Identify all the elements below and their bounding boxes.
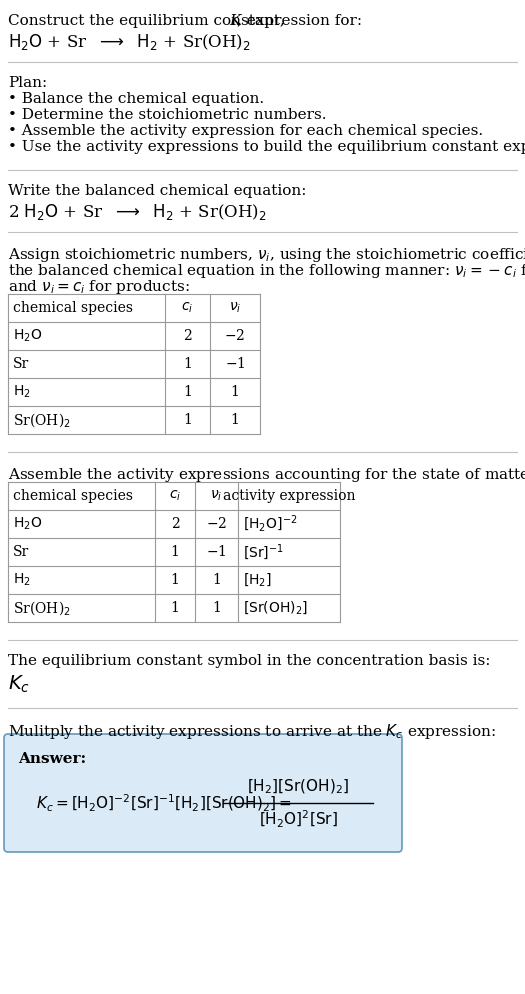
Text: 1: 1 [212,573,221,587]
Text: 1: 1 [171,601,180,615]
Text: $[\mathrm{Sr(OH)_2}]$: $[\mathrm{Sr(OH)_2}]$ [243,599,308,616]
Text: 1: 1 [183,357,192,371]
Text: 1: 1 [230,385,239,399]
Text: the balanced chemical equation in the following manner: $\nu_i = -c_i$ for react: the balanced chemical equation in the fo… [8,262,525,280]
Text: $\mathrm{H_2}$: $\mathrm{H_2}$ [13,384,31,401]
Text: activity expression: activity expression [223,489,355,503]
Text: chemical species: chemical species [13,489,133,503]
Text: K: K [229,14,240,28]
Text: and $\nu_i = c_i$ for products:: and $\nu_i = c_i$ for products: [8,278,190,296]
Text: $[\mathrm{H_2}][\mathrm{Sr(OH)_2}]$: $[\mathrm{H_2}][\mathrm{Sr(OH)_2}]$ [247,777,349,796]
Text: Sr(OH)$_2$: Sr(OH)$_2$ [13,412,71,428]
Text: $-$2: $-$2 [206,517,227,532]
Text: 1: 1 [230,413,239,427]
Text: $-$1: $-$1 [225,357,245,372]
Text: Construct the equilibrium constant,: Construct the equilibrium constant, [8,14,290,28]
Text: Plan:: Plan: [8,76,47,90]
Text: $\mathrm{H_2O}$ + Sr  $\longrightarrow$  $\mathrm{H_2}$ + Sr(OH)$_2$: $\mathrm{H_2O}$ + Sr $\longrightarrow$ $… [8,32,251,52]
Text: Assemble the activity expressions accounting for the state of matter and $\nu_i$: Assemble the activity expressions accoun… [8,466,525,484]
Text: $[\mathrm{H_2}]$: $[\mathrm{H_2}]$ [243,572,272,588]
Text: $-$2: $-$2 [225,328,246,344]
Text: Mulitply the activity expressions to arrive at the $K_c$ expression:: Mulitply the activity expressions to arr… [8,722,496,741]
Text: 2: 2 [183,329,192,343]
Text: • Use the activity expressions to build the equilibrium constant expression.: • Use the activity expressions to build … [8,140,525,154]
Text: Answer:: Answer: [18,752,86,766]
Text: 1: 1 [171,545,180,559]
Text: 1: 1 [171,573,180,587]
Text: $\mathrm{H_2O}$: $\mathrm{H_2O}$ [13,516,43,532]
Text: Sr: Sr [13,357,29,371]
Text: $c_i$: $c_i$ [181,301,194,315]
Text: • Balance the chemical equation.: • Balance the chemical equation. [8,92,264,106]
Text: 1: 1 [212,601,221,615]
Text: $\mathrm{H_2}$: $\mathrm{H_2}$ [13,572,31,588]
Text: $\mathrm{H_2O}$: $\mathrm{H_2O}$ [13,328,43,344]
Text: $K_c = [\mathrm{H_2O}]^{-2}[\mathrm{Sr}]^{-1}[\mathrm{H_2}][\mathrm{Sr(OH)_2}] =: $K_c = [\mathrm{H_2O}]^{-2}[\mathrm{Sr}]… [36,792,292,813]
Text: 2: 2 [171,517,180,531]
Text: Sr: Sr [13,545,29,559]
Text: • Determine the stoichiometric numbers.: • Determine the stoichiometric numbers. [8,108,327,122]
Text: $[\mathrm{Sr}]^{-1}$: $[\mathrm{Sr}]^{-1}$ [243,542,284,562]
Text: $\nu_i$: $\nu_i$ [211,489,223,503]
Text: • Assemble the activity expression for each chemical species.: • Assemble the activity expression for e… [8,124,483,138]
Text: $[\mathrm{H_2O}]^{-2}$: $[\mathrm{H_2O}]^{-2}$ [243,514,297,534]
Text: $-$1: $-$1 [206,545,227,560]
Text: 2 $\mathrm{H_2O}$ + Sr  $\longrightarrow$  $\mathrm{H_2}$ + Sr(OH)$_2$: 2 $\mathrm{H_2O}$ + Sr $\longrightarrow$… [8,202,267,222]
Text: Write the balanced chemical equation:: Write the balanced chemical equation: [8,184,307,198]
Text: $[\mathrm{H_2O}]^2[\mathrm{Sr}]$: $[\mathrm{H_2O}]^2[\mathrm{Sr}]$ [259,808,338,830]
Text: $\nu_i$: $\nu_i$ [229,301,241,315]
Text: The equilibrium constant symbol in the concentration basis is:: The equilibrium constant symbol in the c… [8,654,490,668]
Text: , expression for:: , expression for: [237,14,362,28]
Text: 1: 1 [183,413,192,427]
Text: 1: 1 [183,385,192,399]
Text: $c_i$: $c_i$ [169,489,181,503]
Text: Sr(OH)$_2$: Sr(OH)$_2$ [13,599,71,617]
FancyBboxPatch shape [4,734,402,852]
Text: Assign stoichiometric numbers, $\nu_i$, using the stoichiometric coefficients, $: Assign stoichiometric numbers, $\nu_i$, … [8,246,525,264]
Text: chemical species: chemical species [13,301,133,315]
Text: $K_c$: $K_c$ [8,674,30,695]
